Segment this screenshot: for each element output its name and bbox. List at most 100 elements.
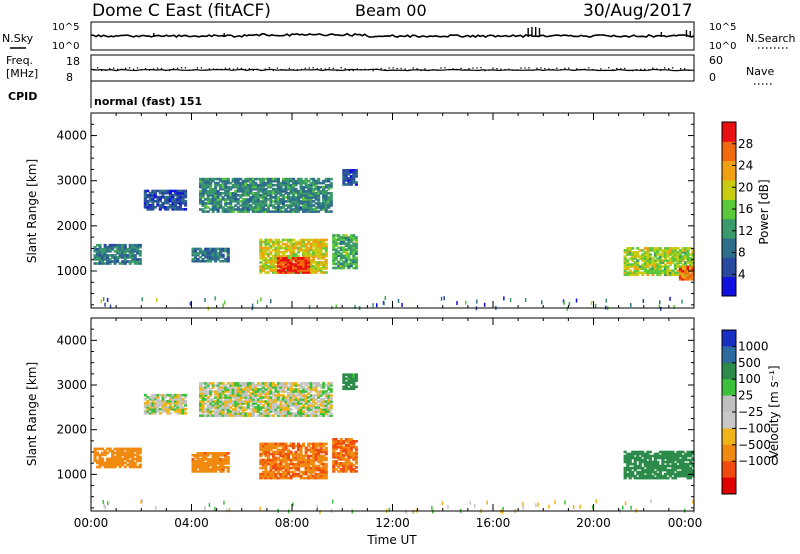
echo-cell [239, 394, 243, 397]
echo-cell [671, 450, 675, 454]
echo-cell [264, 200, 268, 203]
echo-cell [206, 410, 210, 413]
echo-cell [347, 460, 351, 463]
echo-cell [151, 396, 155, 399]
echo-cell [317, 248, 321, 252]
echo-cell [111, 459, 115, 463]
echo-cell [284, 460, 288, 464]
echo-cell [239, 185, 243, 189]
echo-cell [204, 470, 208, 473]
echo-cell [153, 404, 157, 407]
echo-cell [322, 406, 326, 409]
echo-cell [317, 410, 321, 413]
echo-cell [261, 194, 265, 197]
nave-dot [232, 68, 235, 70]
echo-cell [176, 410, 180, 413]
echo-cell [307, 196, 311, 199]
echo-cell [136, 459, 140, 463]
echo-cell [656, 454, 660, 458]
echo-cell [349, 260, 353, 264]
echo-cell [204, 190, 208, 193]
echo-cell [279, 257, 283, 260]
cpid-row: CPID normal (fast) 151 [8, 81, 202, 108]
echo-cell [138, 459, 142, 463]
echo-cell [274, 242, 278, 246]
echo-cell [121, 447, 125, 451]
echo-cell [98, 243, 102, 247]
clutter-cell [376, 303, 378, 308]
echo-cell [279, 454, 283, 458]
echo-cell [178, 398, 182, 401]
echo-cell [274, 202, 278, 205]
echo-cell [292, 396, 296, 399]
clutter-cell [535, 503, 537, 508]
echo-cell [651, 259, 655, 262]
echo-cell [184, 412, 188, 415]
echo-cell [116, 256, 120, 259]
echo-cell [274, 252, 278, 256]
echo-cell [191, 470, 195, 473]
echo-cell [638, 474, 642, 478]
echo-cell [221, 210, 225, 213]
echo-cell [256, 414, 260, 417]
nave-dot [432, 69, 434, 71]
echo-cell [628, 452, 632, 456]
echo-cell [287, 267, 291, 270]
echo-cell [211, 460, 215, 463]
echo-cell [658, 249, 662, 252]
echo-cell [171, 406, 175, 409]
echo-cell [281, 259, 285, 262]
echo-cell [294, 252, 298, 256]
echo-cell [176, 393, 180, 397]
echo-cell [287, 257, 291, 260]
echo-cell [327, 185, 331, 189]
echo-cell [153, 410, 157, 413]
echo-cell [349, 252, 353, 256]
echo-cell [231, 386, 235, 389]
echo-cell [287, 414, 291, 417]
echo-cell [314, 263, 318, 266]
echo-cell [211, 210, 215, 213]
echo-cell [314, 206, 318, 209]
echo-cell [98, 256, 102, 259]
clutter-cell [440, 296, 443, 301]
echo-cell [259, 406, 263, 409]
echo-cell [204, 198, 208, 201]
echo-cell [128, 453, 132, 457]
nave-dot [152, 68, 155, 70]
echo-cell [221, 187, 225, 191]
echo-cell [626, 273, 630, 277]
echo-cell [656, 462, 660, 466]
echo-cell [281, 384, 285, 387]
echo-cell [261, 183, 265, 187]
echo-cell [101, 254, 105, 257]
echo-cell [322, 192, 326, 195]
echo-cell [347, 254, 351, 258]
echo-cell [292, 208, 296, 211]
echo-cell [324, 190, 328, 193]
clutter-cell [109, 304, 112, 309]
echo-cell [214, 390, 218, 393]
echo-cell [623, 466, 627, 470]
echo-cell [173, 404, 177, 407]
echo-cell [638, 462, 642, 466]
nave-dot [472, 67, 474, 69]
echo-cell [686, 261, 690, 264]
echo-cell [231, 208, 235, 211]
echo-cell [266, 271, 270, 274]
echo-cell [184, 195, 188, 199]
echo-cell [651, 269, 655, 272]
echo-cell [339, 452, 343, 455]
echo-cell [269, 269, 273, 272]
echo-cell [138, 254, 142, 257]
echo-cell [297, 384, 301, 387]
echo-cell [319, 462, 323, 466]
echo-cell [274, 400, 278, 403]
echo-cell [661, 458, 665, 462]
echo-cell [312, 183, 316, 187]
echo-cell [176, 201, 180, 205]
echo-cell [133, 461, 137, 465]
echo-cell [264, 454, 268, 458]
echo-cell [287, 259, 291, 262]
echo-cell [307, 410, 311, 413]
